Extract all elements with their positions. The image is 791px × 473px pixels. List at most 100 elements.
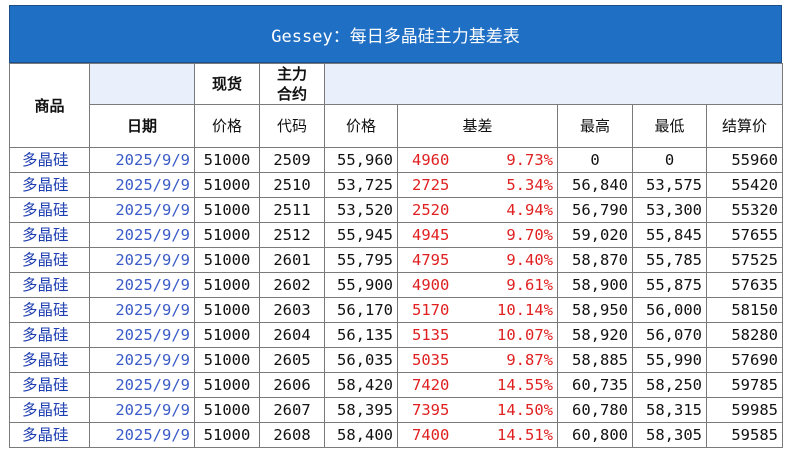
header-row-1: 商品 现货 主力合约 [9,63,783,148]
cell-basis: 7420 [397,372,483,398]
cell-high: 60,800 [557,422,633,448]
cell-basis: 2725 [397,172,483,198]
header-blank [89,63,195,105]
cell-date: 2025/9/9 [89,197,195,223]
cell-code: 2608 [259,422,325,448]
cell-spot-price: 51000 [194,322,260,348]
cell-low: 58,305 [632,422,707,448]
cell-settle: 55320 [706,197,783,223]
header-spot-price: 价格 [194,104,260,148]
cell-goods: 多晶硅 [9,172,90,198]
cell-goods: 多晶硅 [9,247,90,273]
cell-high: 0 [557,147,633,173]
cell-date: 2025/9/9 [89,222,195,248]
cell-high: 58,950 [557,297,633,323]
cell-date: 2025/9/9 [89,272,195,298]
header-futures-price: 价格 [324,104,398,148]
cell-goods: 多晶硅 [9,197,90,223]
cell-basis: 5035 [397,347,483,373]
cell-code: 2603 [259,297,325,323]
cell-basis-pct: 9.61% [482,272,558,298]
table-row: 多晶硅 2025/9/9 51000 2602 55,900 4900 9.61% 58,90… [9,272,783,298]
cell-settle: 59985 [706,397,783,423]
cell-date: 2025/9/9 [89,322,195,348]
cell-settle: 59585 [706,422,783,448]
cell-basis-pct: 9.70% [482,222,558,248]
cell-basis-pct: 9.40% [482,247,558,273]
cell-code: 2509 [259,147,325,173]
cell-date: 2025/9/9 [89,247,195,273]
cell-spot-price: 51000 [194,372,260,398]
cell-basis: 4945 [397,222,483,248]
cell-basis-pct: 4.94% [482,197,558,223]
cell-futures-price: 53,725 [324,172,398,198]
cell-date: 2025/9/9 [89,347,195,373]
cell-low: 55,990 [632,347,707,373]
cell-spot-price: 51000 [194,172,260,198]
table-row: 多晶硅 2025/9/9 51000 2510 53,725 2725 5.34% 56,84… [9,172,783,198]
table-row: 多晶硅 2025/9/9 51000 2605 56,035 5035 9.87% 58,88… [9,347,783,373]
cell-futures-price: 58,420 [324,372,398,398]
cell-date: 2025/9/9 [89,372,195,398]
header-goods: 商品 [9,63,90,148]
cell-high: 56,840 [557,172,633,198]
header-high: 最高 [557,104,633,148]
cell-code: 2511 [259,197,325,223]
cell-date: 2025/9/9 [89,147,195,173]
cell-date: 2025/9/9 [89,297,195,323]
header-settle: 结算价 [706,104,783,148]
cell-spot-price: 51000 [194,197,260,223]
cell-goods: 多晶硅 [9,397,90,423]
table-row: 多晶硅 2025/9/9 51000 2601 55,795 4795 9.40% 58,87… [9,247,783,273]
cell-basis: 5135 [397,322,483,348]
cell-high: 56,790 [557,197,633,223]
table-row: 多晶硅 2025/9/9 51000 2604 56,135 5135 10.07% 58,9… [9,322,783,348]
cell-basis: 7400 [397,422,483,448]
cell-futures-price: 56,035 [324,347,398,373]
cell-code: 2604 [259,322,325,348]
cell-settle: 58280 [706,322,783,348]
cell-low: 56,070 [632,322,707,348]
cell-low: 55,845 [632,222,707,248]
cell-basis: 2520 [397,197,483,223]
cell-basis-pct: 14.50% [482,397,558,423]
header-main-contract: 主力合约 [259,63,325,105]
cell-basis-pct: 10.07% [482,322,558,348]
cell-goods: 多晶硅 [9,422,90,448]
cell-futures-price: 53,520 [324,197,398,223]
cell-goods: 多晶硅 [9,322,90,348]
cell-futures-price: 55,945 [324,222,398,248]
cell-low: 0 [632,147,707,173]
cell-low: 56,000 [632,297,707,323]
table-row: 多晶硅 2025/9/9 51000 2509 55,960 4960 9.73% 0 0 559… [9,147,783,173]
cell-low: 53,300 [632,197,707,223]
cell-low: 58,250 [632,372,707,398]
cell-settle: 55420 [706,172,783,198]
cell-settle: 55960 [706,147,783,173]
cell-code: 2605 [259,347,325,373]
cell-date: 2025/9/9 [89,397,195,423]
header-code: 代码 [259,104,325,148]
cell-low: 55,785 [632,247,707,273]
cell-settle: 59785 [706,372,783,398]
cell-basis-pct: 9.73% [482,147,558,173]
cell-basis: 4900 [397,272,483,298]
header-blank-wide [324,63,783,105]
cell-basis-pct: 5.34% [482,172,558,198]
cell-high: 58,920 [557,322,633,348]
header-basis: 基差 [397,104,558,148]
cell-futures-price: 55,960 [324,147,398,173]
table-row: 多晶硅 2025/9/9 51000 2603 56,170 5170 10.14% 58,9… [9,297,783,323]
table-row: 多晶硅 2025/9/9 51000 2511 53,520 2520 4.94% 56,79… [9,197,783,223]
cell-settle: 58150 [706,297,783,323]
table-row: 多晶硅 2025/9/9 51000 2608 58,400 7400 14.51% 60,8… [9,422,783,448]
cell-basis-pct: 10.14% [482,297,558,323]
cell-code: 2601 [259,247,325,273]
cell-spot-price: 51000 [194,422,260,448]
cell-spot-price: 51000 [194,247,260,273]
cell-spot-price: 51000 [194,397,260,423]
cell-futures-price: 56,135 [324,322,398,348]
cell-spot-price: 51000 [194,272,260,298]
cell-futures-price: 58,395 [324,397,398,423]
cell-basis: 4960 [397,147,483,173]
